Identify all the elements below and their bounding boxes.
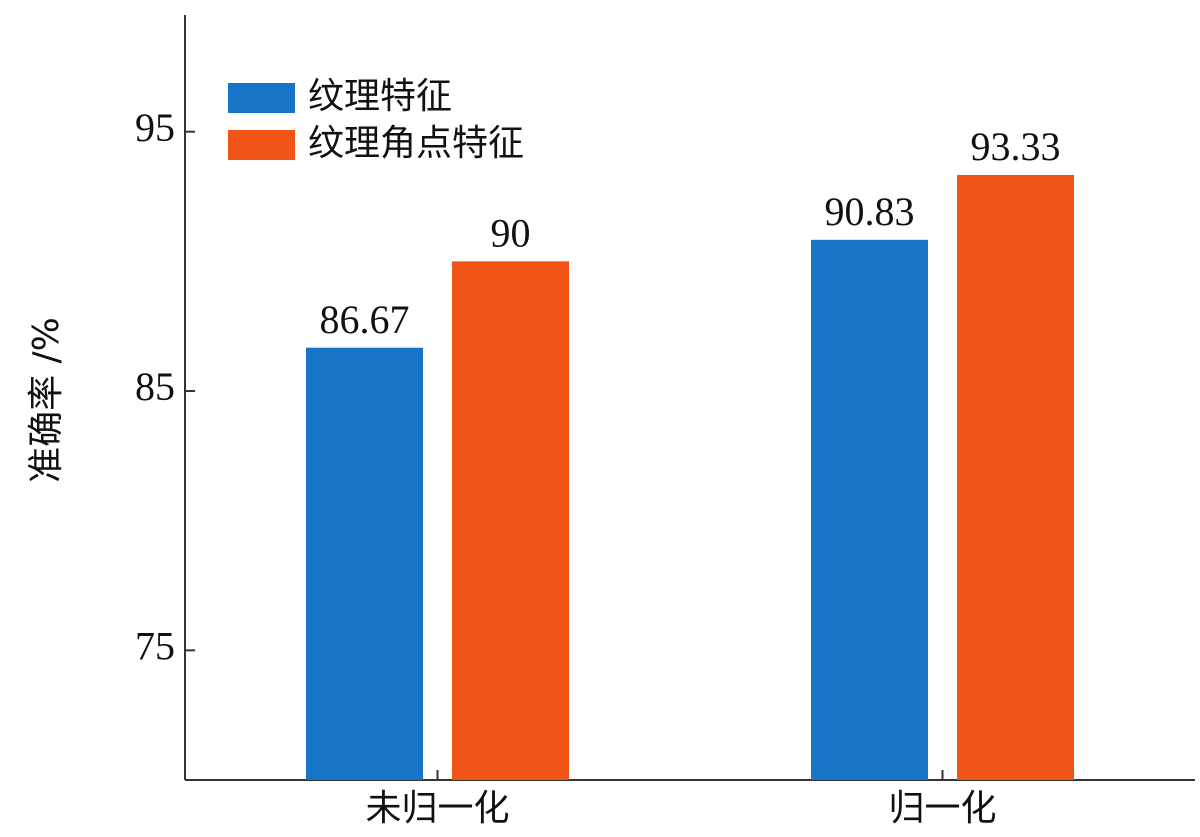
bar bbox=[306, 347, 423, 780]
y-axis-label: 准确率 /% bbox=[26, 317, 67, 483]
legend-label: 纹理角点特征 bbox=[308, 123, 524, 164]
x-tick-label: 未归一化 bbox=[365, 788, 509, 829]
value-label: 93.33 bbox=[971, 124, 1061, 169]
bar bbox=[811, 239, 928, 780]
y-tick-label: 85 bbox=[135, 364, 175, 409]
y-tick-label: 75 bbox=[135, 624, 175, 669]
bar bbox=[957, 175, 1074, 780]
value-label: 86.67 bbox=[320, 297, 410, 342]
value-label: 90 bbox=[491, 211, 531, 256]
x-tick-label: 归一化 bbox=[888, 788, 996, 829]
bar bbox=[452, 261, 569, 780]
legend-label: 纹理特征 bbox=[308, 76, 452, 117]
legend-swatch bbox=[228, 83, 295, 113]
value-label: 90.83 bbox=[825, 189, 915, 234]
legend-swatch bbox=[228, 130, 295, 160]
y-tick-label: 95 bbox=[135, 105, 175, 150]
